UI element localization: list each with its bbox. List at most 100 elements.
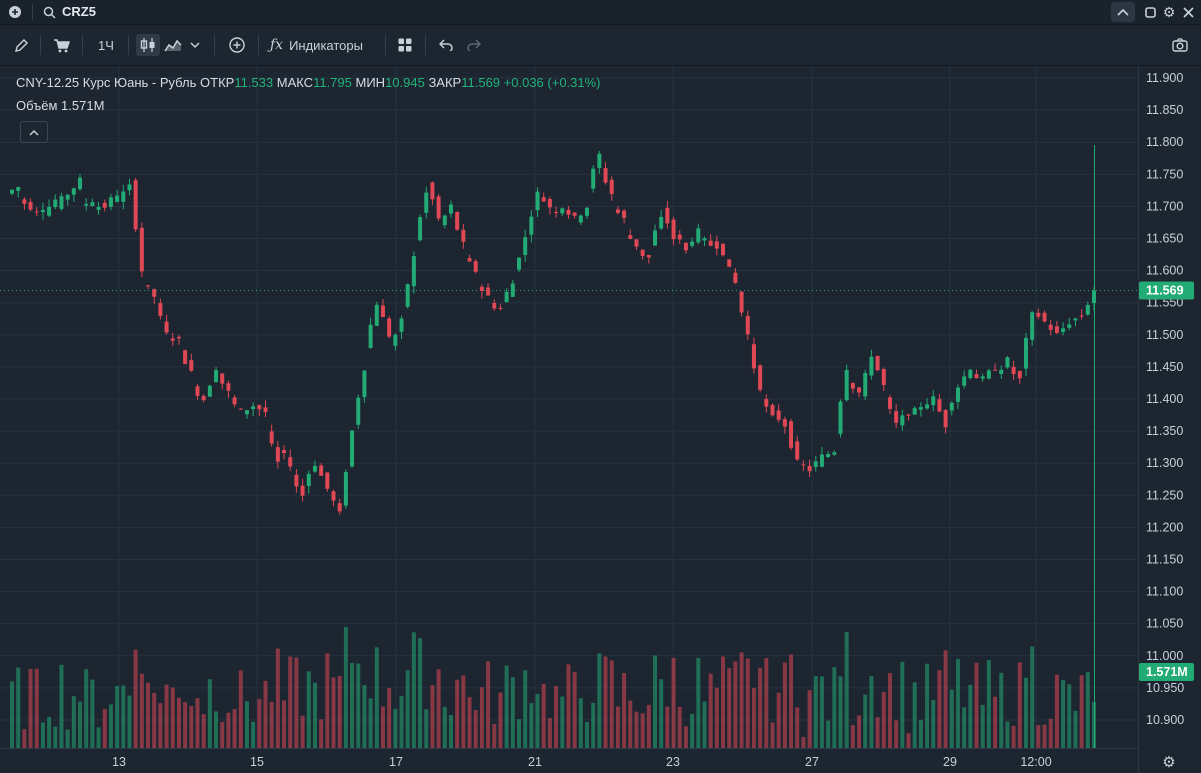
layouts-grid-icon[interactable]	[394, 35, 416, 55]
maximize-icon[interactable]	[1142, 4, 1158, 20]
volume-bar	[244, 701, 249, 748]
candle-body	[207, 385, 212, 397]
candle-body	[418, 217, 423, 241]
price-tick-label: 11.900	[1146, 71, 1183, 85]
volume-bar	[516, 719, 521, 748]
volume-bar	[739, 652, 744, 748]
volume-bar	[34, 668, 39, 748]
volume-bar	[894, 720, 899, 748]
volume-bar	[949, 689, 954, 748]
volume-bar	[108, 704, 113, 748]
search-icon[interactable]	[40, 3, 58, 21]
candle-body	[269, 431, 274, 444]
volume-bar	[294, 657, 299, 748]
volume-bar	[714, 687, 719, 748]
candle-body	[84, 203, 89, 206]
candle-body	[999, 369, 1004, 374]
candle-body	[943, 410, 948, 428]
volume-bar	[424, 709, 429, 748]
volume-bar	[980, 704, 985, 748]
volume-bar	[356, 663, 361, 748]
volume-bar	[411, 632, 416, 748]
candle-body	[677, 234, 682, 240]
volume-bar	[393, 708, 398, 748]
candle-body	[22, 199, 27, 204]
collapse-button[interactable]	[1111, 2, 1135, 22]
pencil-icon[interactable]	[10, 35, 32, 55]
price-tick-label: 10.950	[1146, 681, 1184, 695]
collapse-legend-button[interactable]	[20, 121, 48, 143]
volume-bar	[609, 660, 614, 748]
candle-body	[603, 168, 608, 183]
price-tick-label: 11.100	[1146, 585, 1183, 599]
volume-bar	[319, 719, 324, 748]
candle-body	[275, 447, 280, 462]
price-tick-label: 11.500	[1146, 328, 1183, 342]
candle-body	[714, 241, 719, 249]
chevron-down-icon[interactable]	[187, 35, 203, 55]
volume-bar	[220, 721, 225, 748]
candle-body	[312, 465, 317, 472]
volume-bar	[671, 657, 676, 748]
axis-settings-icon: ⚙	[1162, 754, 1175, 771]
add-compare-icon[interactable]	[226, 35, 248, 55]
volume-bar	[139, 673, 144, 748]
volume-bar	[170, 687, 175, 748]
indicators-button[interactable]: ƒx Индикаторы	[270, 35, 374, 55]
area-chart-type-icon[interactable]	[162, 35, 184, 55]
price-chart[interactable]: 11.900 11.850 11.800 11.750 11.700 11.650 11.6…	[0, 66, 1201, 773]
candle-body	[356, 397, 361, 425]
candle-body	[807, 465, 812, 472]
volume-bar	[1048, 718, 1053, 748]
candle-body	[164, 321, 169, 333]
volume-bar	[306, 671, 311, 748]
volume-bar	[696, 657, 701, 748]
candle-body	[832, 452, 837, 455]
candle-body	[578, 215, 583, 223]
volume-bar	[881, 691, 886, 748]
candle-body	[887, 397, 892, 409]
volume-bar	[146, 682, 151, 748]
volume-bar	[1030, 646, 1035, 748]
close-icon[interactable]	[1180, 4, 1196, 20]
candle-body	[795, 441, 800, 460]
undo-icon[interactable]	[436, 35, 456, 55]
volume-bar	[71, 696, 76, 748]
volume-bar	[863, 694, 868, 748]
candle-body	[251, 406, 256, 410]
volume-bar	[201, 714, 206, 748]
ticker-search-input[interactable]: CRZ5	[62, 4, 96, 19]
volume-bar	[102, 708, 107, 748]
volume-bar	[665, 706, 670, 748]
volume-bar	[251, 721, 256, 748]
settings-gear-icon[interactable]: ⚙	[1162, 3, 1176, 20]
candle-body	[529, 216, 534, 235]
candle-body	[288, 457, 293, 467]
candle-body	[189, 360, 194, 371]
volume-bar	[115, 685, 120, 748]
candle-body	[59, 196, 64, 209]
volume-bar	[813, 676, 818, 748]
cart-icon[interactable]	[50, 35, 72, 55]
camera-icon[interactable]	[1169, 35, 1191, 55]
volume-bar	[418, 638, 423, 748]
volume-bar	[22, 729, 27, 748]
volume-bar	[857, 715, 862, 748]
price-tick-label: 11.350	[1146, 424, 1183, 438]
candle-body	[776, 410, 781, 420]
candle-body	[615, 209, 620, 213]
candle-body	[516, 257, 521, 270]
candle-body	[850, 383, 855, 389]
candle-body	[646, 254, 651, 258]
volume-bar	[312, 682, 317, 748]
candle-body	[634, 239, 639, 247]
time-tick-label: 27	[805, 755, 819, 769]
volume-bar	[380, 706, 385, 748]
redo-icon[interactable]	[464, 35, 484, 55]
add-tab-icon[interactable]	[6, 3, 24, 21]
volume-bar	[1079, 675, 1084, 748]
volume-bar	[702, 701, 707, 748]
candles-chart-type-icon[interactable]	[136, 34, 160, 56]
top-bar: CRZ5 ⚙	[0, 0, 1201, 25]
interval-button[interactable]: 1Ч	[98, 37, 114, 53]
